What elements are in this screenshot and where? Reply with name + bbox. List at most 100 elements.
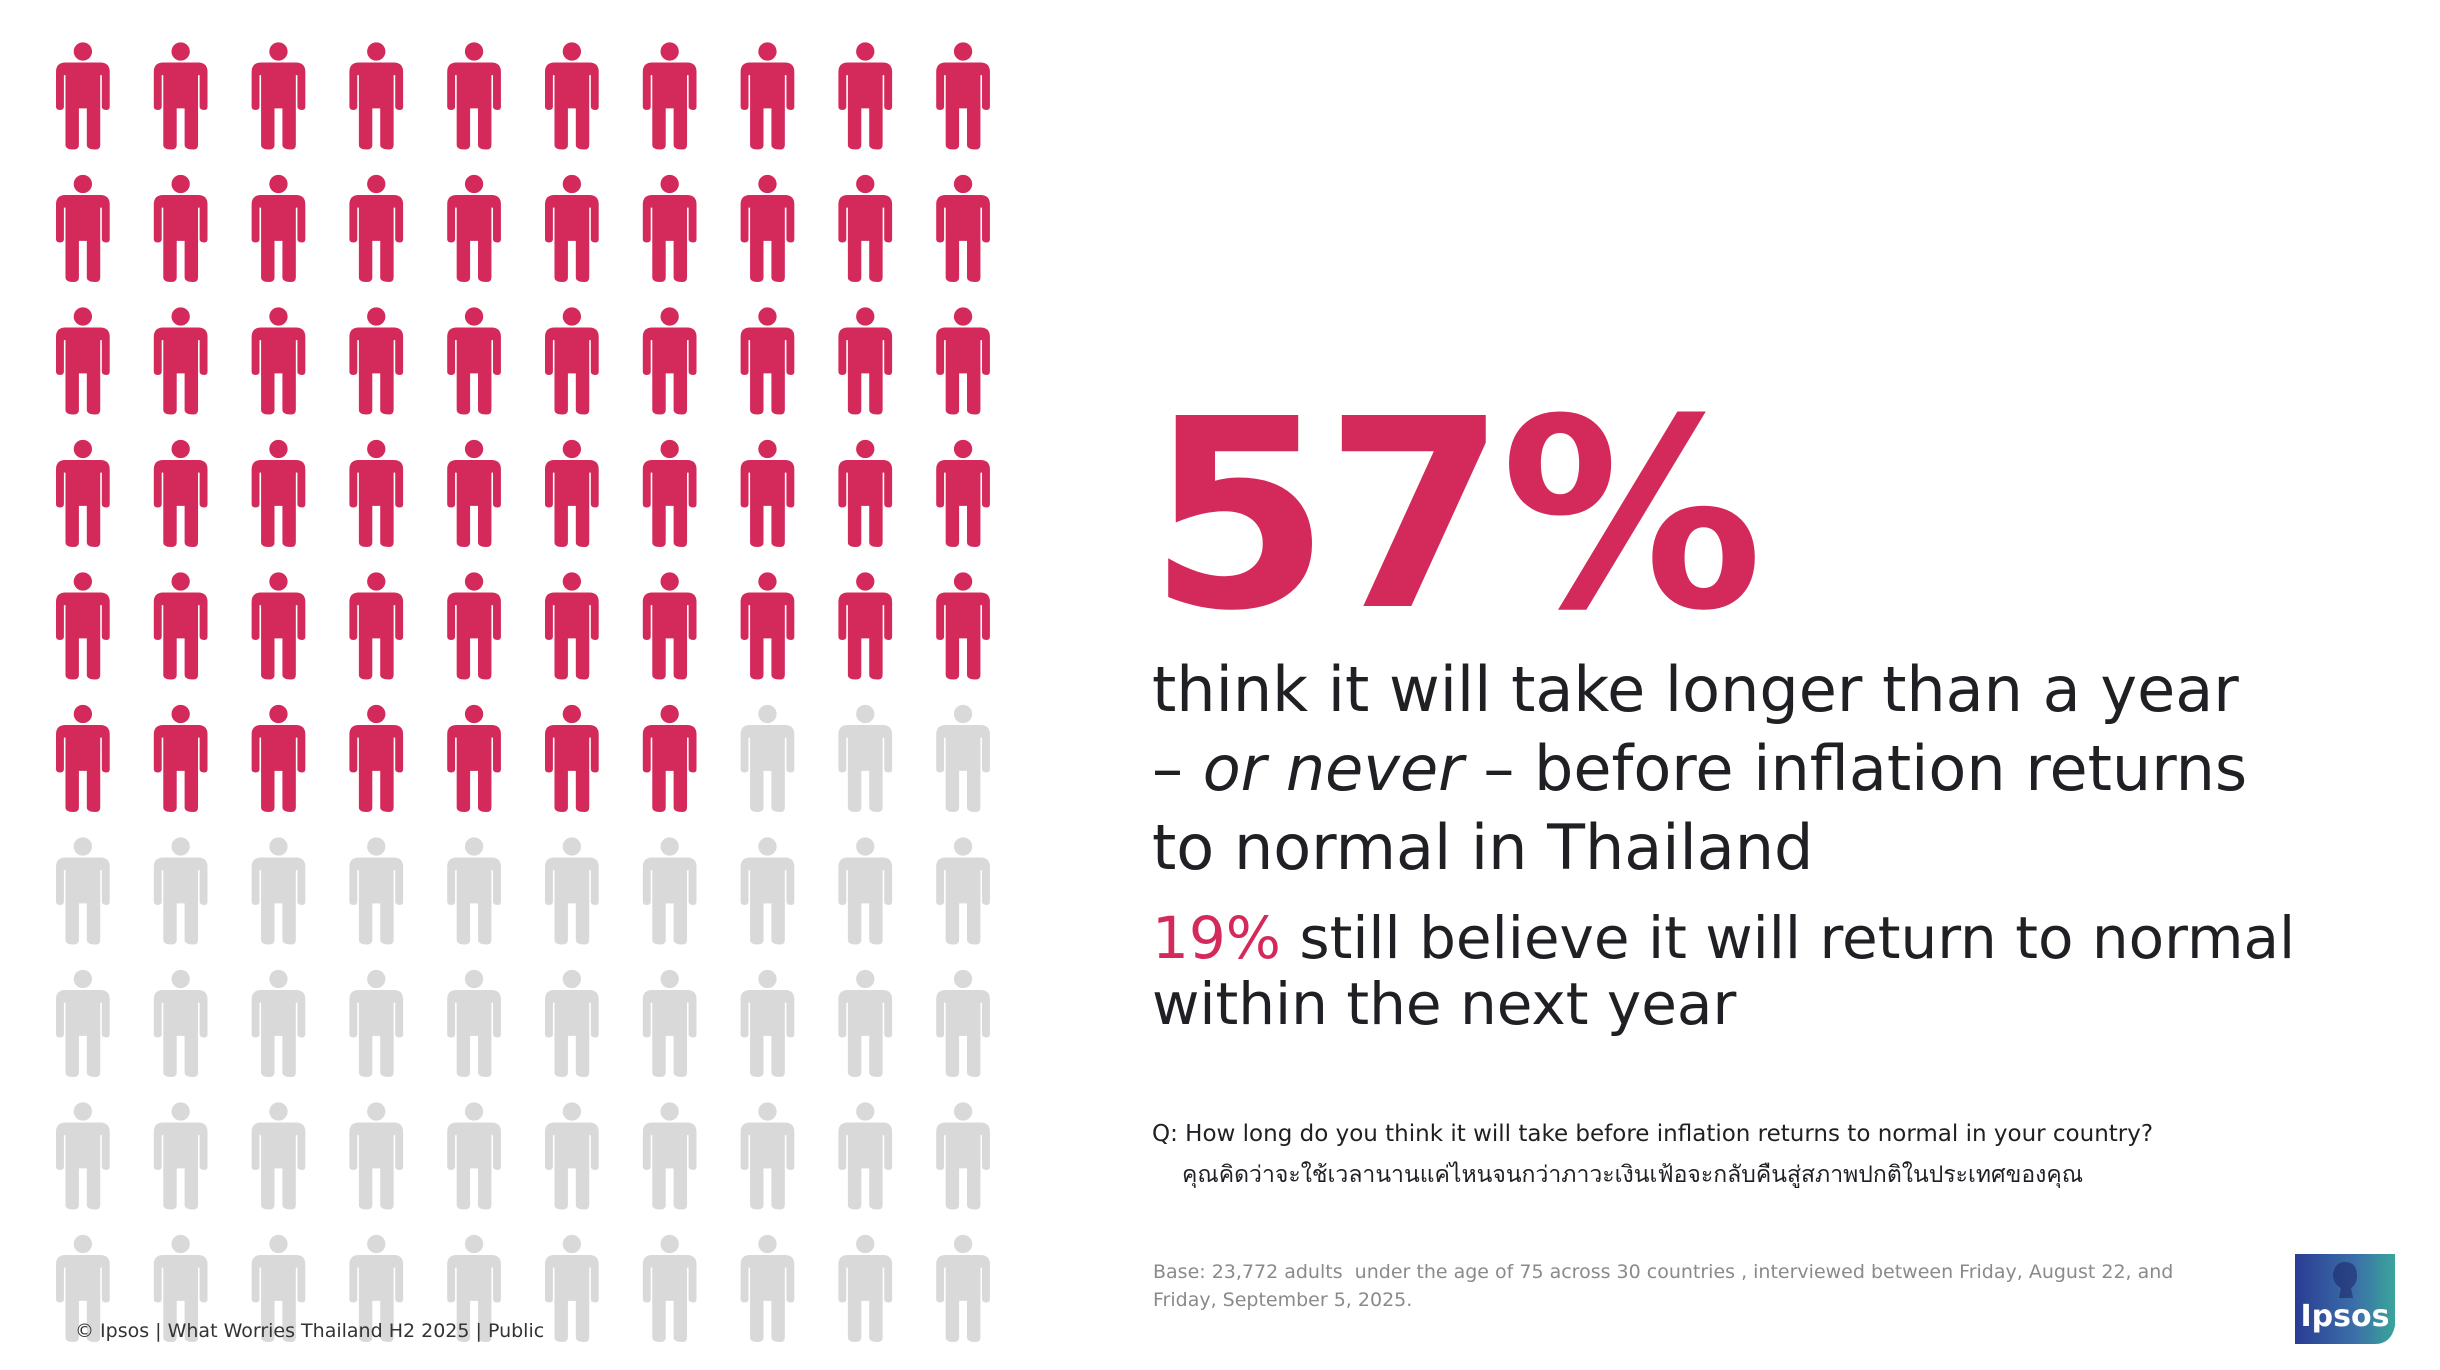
person-head	[562, 837, 582, 856]
person-filled	[642, 174, 697, 282]
person-empty	[740, 704, 795, 812]
person-body	[936, 857, 990, 945]
person-head	[367, 439, 386, 459]
person-body	[153, 62, 208, 150]
person-filled	[936, 174, 990, 282]
person-body	[251, 62, 306, 150]
person-body	[545, 327, 599, 415]
person-body	[447, 725, 501, 812]
person-head	[562, 174, 582, 194]
person-filled	[56, 307, 110, 415]
person-body	[153, 460, 208, 547]
question-thai: คุณคิดว่าจะใช้เวลานานแค่ไหนจนกว่าภาวะเงิ…	[1182, 1162, 2084, 1188]
logo-text: Ipsos	[2301, 1299, 2390, 1334]
person-empty	[838, 837, 893, 945]
person-body	[153, 857, 208, 945]
person-filled	[251, 174, 306, 282]
person-empty	[56, 1234, 110, 1342]
person-head	[269, 1102, 288, 1121]
person-body	[56, 195, 110, 282]
person-head	[367, 704, 386, 724]
person-body	[545, 1255, 599, 1342]
person-head	[758, 1102, 777, 1121]
person-filled	[349, 704, 404, 812]
person-body	[349, 857, 404, 945]
person-head	[758, 1234, 777, 1254]
person-empty	[349, 969, 404, 1077]
person-body	[153, 990, 208, 1077]
logo-shape	[2295, 1254, 2395, 1344]
person-head	[367, 572, 386, 591]
person-filled	[642, 572, 697, 680]
person-head	[856, 307, 875, 326]
person-filled	[447, 572, 501, 680]
person-filled	[838, 174, 893, 282]
person-head	[171, 1234, 190, 1254]
person-empty	[642, 1102, 697, 1210]
person-head	[464, 174, 484, 194]
person-empty	[740, 837, 795, 945]
person-body	[447, 857, 501, 945]
person-head	[269, 704, 288, 724]
person-filled	[936, 572, 990, 680]
person-body	[740, 1255, 795, 1342]
person-body	[740, 990, 795, 1077]
person-body	[56, 1122, 110, 1210]
person-filled	[740, 307, 795, 415]
person-head	[171, 42, 190, 61]
person-empty	[153, 1234, 208, 1342]
person-filled	[251, 572, 306, 680]
person-head	[171, 969, 190, 989]
person-empty	[447, 837, 501, 945]
person-head	[953, 969, 973, 989]
person-head	[856, 572, 875, 591]
person-head	[953, 1102, 973, 1121]
person-filled	[153, 307, 208, 415]
person-head	[660, 42, 679, 61]
person-head	[660, 1234, 679, 1254]
person-filled	[56, 439, 110, 547]
person-body	[447, 195, 501, 282]
person-empty	[56, 1102, 110, 1210]
person-head	[758, 42, 777, 61]
person-filled	[251, 42, 306, 150]
person-head	[464, 1234, 484, 1254]
person-body	[936, 725, 990, 812]
person-empty	[251, 969, 306, 1077]
person-empty	[936, 1234, 990, 1342]
person-head	[562, 42, 582, 61]
person-body	[349, 1122, 404, 1210]
person-head	[856, 42, 875, 61]
logo-head	[2333, 1262, 2357, 1298]
person-filled	[153, 42, 208, 150]
person-body	[447, 327, 501, 415]
person-empty	[642, 969, 697, 1077]
person-head	[171, 439, 190, 459]
person-body	[545, 592, 599, 680]
person-filled	[545, 572, 599, 680]
person-body	[56, 62, 110, 150]
person-empty	[447, 1102, 501, 1210]
person-head	[758, 837, 777, 856]
person-body	[740, 592, 795, 680]
person-filled	[642, 42, 697, 150]
person-head	[171, 307, 190, 326]
person-empty	[349, 837, 404, 945]
person-empty	[545, 1102, 599, 1210]
person-head	[562, 307, 582, 326]
person-head	[73, 439, 93, 459]
person-filled	[740, 439, 795, 547]
person-body	[642, 990, 697, 1077]
person-head	[856, 837, 875, 856]
person-head	[953, 174, 973, 194]
person-filled	[349, 307, 404, 415]
headline-text: – before inflation returns	[1463, 732, 2248, 805]
person-filled	[349, 572, 404, 680]
person-head	[367, 969, 386, 989]
person-body	[838, 1255, 893, 1342]
person-head	[464, 42, 484, 61]
person-body	[349, 62, 404, 150]
person-body	[642, 857, 697, 945]
person-head	[73, 307, 93, 326]
person-body	[251, 460, 306, 547]
